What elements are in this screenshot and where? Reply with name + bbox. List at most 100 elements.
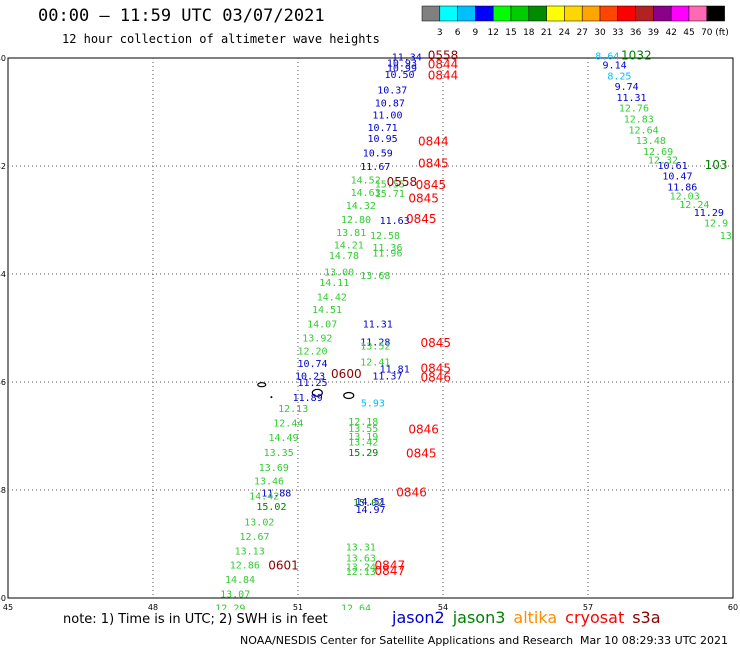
wave-height-label: 12.13 [278, 404, 308, 415]
wave-height-label: 14.11 [319, 278, 349, 289]
wave-height-label: 12.13 [346, 567, 376, 578]
colorbar-label: 24 [559, 28, 571, 38]
pass-time-label: 0845 [420, 362, 451, 376]
colorbar-swatch [706, 5, 725, 22]
colorbar-label: 30 [594, 28, 606, 38]
colorbar-label: 3 [437, 28, 443, 38]
pass-time-label: 0558 [387, 175, 418, 189]
island-outline [257, 382, 267, 388]
wave-height-label: 12.03 [670, 192, 700, 203]
colorbar-label: 12 [487, 28, 498, 38]
wave-height-label: 13.52 [360, 341, 390, 352]
wave-height-label: 12.64 [341, 604, 371, 610]
wave-height-label: 10.47 [662, 172, 692, 183]
wave-height-label: 14.97 [355, 505, 385, 516]
wave-height-label: 9.14 [603, 60, 627, 71]
wave-height-label: 12.76 [619, 104, 649, 115]
wave-height-label: 11.34 [392, 52, 422, 63]
satellite-legend: jason2 jason3 altika cryosat s3a [392, 608, 669, 627]
pass-time-label: 0845 [420, 336, 451, 350]
legend-item-s3a: s3a [632, 608, 661, 627]
wave-height-label: 13.13 [235, 546, 265, 557]
wave-height-label: 15.02 [353, 498, 383, 509]
wave-height-label: 13.19 [348, 432, 378, 443]
pass-time-label: 0558 [428, 48, 459, 62]
wave-height-label: 13 [720, 231, 732, 242]
longitude-tick-label: 45 [3, 603, 13, 610]
wave-height-label: 14.49 [268, 433, 298, 444]
longitude-tick-label: 57 [583, 603, 593, 610]
colorbar-label: 9 [473, 28, 479, 38]
wave-height-label: 10.71 [368, 123, 398, 134]
pass-time-label: 0847 [375, 564, 406, 578]
wave-height-label: 13.00 [324, 267, 354, 278]
wave-height-label: 12.20 [297, 347, 327, 358]
pass-time-label: 0844 [418, 135, 449, 149]
wave-height-label: 11.86 [667, 183, 697, 194]
legend-item-jason2: jason2 [392, 608, 445, 627]
wave-height-label: 14.63 [351, 188, 381, 199]
wave-height-label: 14.32 [346, 201, 376, 212]
pass-time-label: 0846 [420, 371, 451, 385]
longitude-tick-label: 48 [148, 603, 158, 610]
wave-height-label: 8.25 [607, 71, 631, 82]
wave-height-label: 11.88 [261, 489, 291, 500]
wave-height-label: 12.58 [370, 231, 400, 242]
longitude-tick-label: 51 [293, 603, 303, 610]
latitude-tick-label: -46 [0, 378, 6, 387]
wave-height-label: 11.28 [360, 338, 390, 349]
colorbar-label: 15 [505, 28, 516, 38]
pass-time-label: 0844 [428, 57, 459, 71]
wave-height-label: 14.21 [334, 240, 364, 251]
wave-height-label: 10.87 [375, 98, 405, 109]
wave-height-label: 15.55 [375, 179, 405, 190]
wave-height-label: 12.24 [679, 200, 709, 211]
wave-height-label: 14.51 [312, 305, 342, 316]
colorbar-label: 45 [683, 28, 694, 38]
wave-height-label: 14.52 [351, 176, 381, 187]
latitude-tick-label: -48 [0, 486, 6, 495]
wave-height-label: 14.07 [307, 320, 337, 331]
wave-height-label: 15.71 [375, 189, 405, 200]
wave-height-label: 12.18 [348, 417, 378, 428]
wave-height-label: 15.02 [256, 502, 286, 513]
wave-height-label: 11.31 [616, 93, 646, 104]
pass-time-label: 0846 [396, 486, 427, 500]
longitude-tick-label: 60 [728, 603, 738, 610]
wave-height-label: 15.29 [348, 448, 378, 459]
wave-height-label: 8.64 [595, 51, 619, 62]
wave-height-label: 11.89 [293, 393, 323, 404]
longitude-tick-label: 54 [438, 603, 448, 610]
colorbar-label: 18 [523, 28, 535, 38]
colorbar-label: 42 [665, 28, 676, 38]
pass-time-label: 0845 [418, 156, 449, 170]
wave-height-label: 11.00 [372, 111, 402, 122]
pass-time-label: 0845 [408, 191, 439, 205]
wave-height-label: 13.24 [346, 563, 376, 574]
wave-height-label: 13.02 [244, 517, 274, 528]
wave-height-label: 10.37 [377, 85, 407, 96]
wave-height-map: 45 48 51 54 57 60 -40 -42 -44 -46 -48 -50 11.3410.93… [0, 48, 738, 610]
latitude-tick-label: -50 [0, 594, 6, 603]
wave-height-label: 10.74 [297, 359, 327, 370]
pass-time-label: 0600 [331, 367, 362, 381]
wave-height-label: 13.81 [336, 228, 366, 239]
colorbar-label: 36 [630, 28, 642, 38]
wave-height-label: 12.44 [273, 419, 303, 430]
latitude-tick-label: -40 [0, 54, 6, 63]
wave-height-label: 13.46 [254, 476, 284, 487]
wave-height-label: 11.63 [380, 216, 410, 227]
wave-height-label: 13.68 [360, 271, 390, 282]
wave-height-label: 11.36 [372, 243, 402, 254]
pass-time-label: 0601 [268, 559, 299, 573]
wave-height-label: 13.35 [264, 448, 294, 459]
wave-height-label: 10.95 [368, 134, 398, 145]
wave-height-label: 13.48 [636, 136, 666, 147]
pass-time-label: 0845 [406, 212, 437, 226]
wave-height-label: 13.63 [346, 554, 376, 565]
pass-time-label: 0847 [375, 559, 406, 573]
wave-height-label: 12.32 [648, 156, 678, 167]
pass-time-label: 0845 [416, 178, 447, 192]
wave-height-label: 10.61 [658, 161, 688, 172]
wave-height-label: 11.31 [363, 320, 393, 331]
